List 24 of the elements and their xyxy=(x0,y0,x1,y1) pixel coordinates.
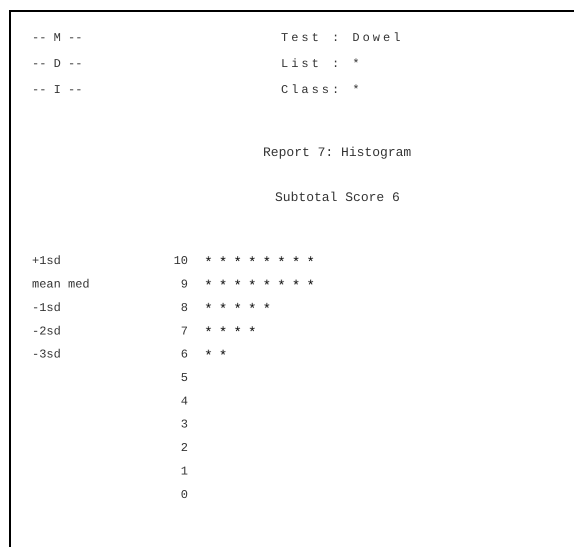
text: List : * xyxy=(281,57,363,71)
y-tick-label: 10 xyxy=(174,254,188,268)
text: +1sd xyxy=(32,254,61,268)
y-tick-label: 4 xyxy=(180,394,188,408)
text: -3sd xyxy=(32,348,61,362)
y-tick-label: 1 xyxy=(180,464,188,478)
chart-subtitle: Subtotal Score 6 xyxy=(275,190,400,205)
text: -- I -- xyxy=(32,83,82,97)
y-tick-label: 6 xyxy=(180,348,188,362)
text: -1sd xyxy=(32,300,61,315)
text: -- D -- xyxy=(32,57,82,71)
text: Class: * xyxy=(281,83,363,97)
y-tick-label: 3 xyxy=(180,418,188,432)
y-tick-label: 8 xyxy=(180,300,188,315)
y-tick-label: 5 xyxy=(180,371,188,385)
y-tick-label: 9 xyxy=(180,278,188,292)
text: Test : Dowel xyxy=(281,31,404,45)
text: -2sd xyxy=(32,324,61,338)
y-tick-label: 2 xyxy=(180,441,188,456)
text: mean med xyxy=(32,278,90,292)
chart-title: Report 7: Histogram xyxy=(263,145,412,160)
y-tick-label: 7 xyxy=(180,324,188,338)
text: -- M -- xyxy=(32,31,82,45)
y-tick-label: 0 xyxy=(180,488,188,502)
